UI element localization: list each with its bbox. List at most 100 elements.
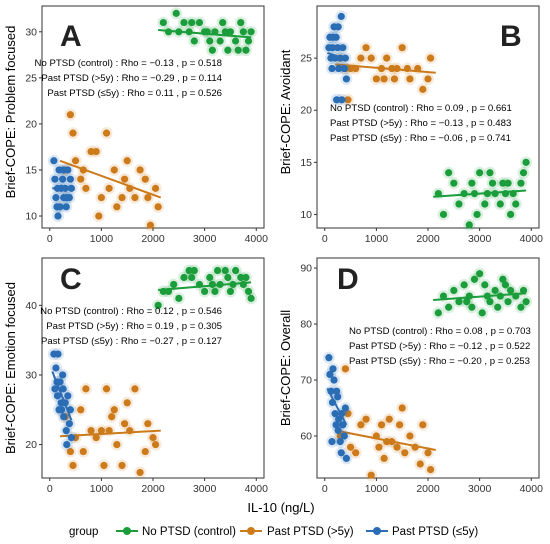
- data-point: [113, 440, 121, 449]
- x-tick-label: 2000: [416, 233, 440, 245]
- series-2: [322, 351, 353, 465]
- y-tick-label: 80: [300, 319, 312, 331]
- data-point: [52, 364, 60, 372]
- data-point: [92, 147, 100, 156]
- data-point: [159, 18, 167, 27]
- data-point: [87, 147, 95, 156]
- data-point: [450, 286, 458, 295]
- data-point: [470, 275, 479, 283]
- data-point: [519, 169, 528, 177]
- data-point: [333, 387, 341, 395]
- stat-annotation: Past PTSD (>5y) : Rho = 0.19 , p = 0.305: [46, 321, 222, 332]
- y-tick-label: 20: [25, 118, 37, 130]
- series-2: [47, 154, 78, 223]
- series-0: [157, 7, 258, 57]
- data-point: [488, 179, 497, 187]
- data-point: [481, 200, 489, 208]
- panel-b: 0 1000 2000 3000 4000 10 15 20 25 Brief-COPE: Avo…: [278, 5, 543, 245]
- data-point: [144, 420, 152, 428]
- data-point: [398, 404, 406, 412]
- data-point: [342, 454, 351, 463]
- data-point: [522, 158, 530, 166]
- data-point: [385, 415, 393, 423]
- data-point: [123, 157, 131, 165]
- panel-letter: A: [60, 20, 82, 53]
- data-point: [406, 75, 414, 83]
- legend-label-past-le5y: Past PTSD (≤5y): [392, 526, 478, 538]
- y-tick-label: 10: [300, 209, 312, 221]
- data-point: [105, 184, 113, 192]
- legend-item-control: No PTSD (control): [116, 526, 236, 538]
- y-tick-label: 15: [300, 157, 312, 169]
- data-point: [439, 292, 448, 300]
- data-point: [100, 461, 108, 470]
- x-tick-label: 4000: [245, 233, 269, 245]
- data-point: [64, 392, 72, 400]
- data-point: [97, 427, 105, 435]
- regression-line: [158, 281, 252, 292]
- data-point: [393, 443, 401, 451]
- data-point: [151, 184, 160, 192]
- data-point: [445, 303, 453, 311]
- data-point: [82, 385, 90, 393]
- data-point: [334, 44, 342, 52]
- data-point: [434, 309, 442, 317]
- data-point: [66, 175, 74, 183]
- data-point: [419, 85, 427, 93]
- series-0: [432, 156, 533, 231]
- regression-line: [433, 189, 527, 198]
- data-point: [460, 281, 468, 289]
- data-point: [237, 273, 245, 282]
- data-point: [426, 54, 435, 62]
- data-point: [450, 179, 458, 187]
- data-point: [77, 175, 85, 183]
- data-point: [504, 298, 512, 306]
- y-tick-label: 20: [25, 439, 37, 451]
- data-point: [79, 447, 87, 456]
- data-point: [244, 287, 253, 296]
- data-point: [336, 438, 344, 446]
- legend-item-past-le5y: Past PTSD (≤5y): [366, 526, 478, 538]
- data-point: [95, 212, 103, 220]
- data-point: [416, 460, 424, 468]
- stat-annotation: No PTSD (control) : Rho = 0.12 , p = 0.5…: [40, 306, 222, 317]
- data-point: [367, 54, 375, 62]
- data-point: [201, 287, 209, 296]
- data-point: [367, 471, 375, 479]
- data-point: [335, 64, 343, 73]
- data-point: [337, 449, 345, 457]
- data-point: [118, 194, 126, 202]
- regression-line: [51, 371, 73, 421]
- data-point: [335, 415, 343, 423]
- data-point: [463, 298, 471, 306]
- data-point: [357, 54, 365, 62]
- data-point: [329, 33, 337, 41]
- data-point: [190, 37, 198, 45]
- data-point: [375, 443, 383, 451]
- data-point: [62, 427, 70, 435]
- data-point: [232, 37, 240, 45]
- data-point: [226, 287, 235, 296]
- data-point: [507, 286, 515, 295]
- y-tick-label: 30: [25, 26, 37, 38]
- y-tick-label: 15: [25, 164, 37, 176]
- data-point: [380, 75, 388, 83]
- y-axis-label: Brief-COPE: Overall: [278, 310, 293, 426]
- data-point: [121, 175, 129, 183]
- data-point: [123, 399, 131, 407]
- y-axis-label: Brief-COPE: Avoidant: [278, 49, 293, 174]
- stat-annotation: Past PTSD (≤5y) : Rho = −0.06 , p = 0.74…: [330, 133, 511, 144]
- data-point: [59, 385, 67, 393]
- data-point: [59, 166, 67, 174]
- data-point: [362, 415, 370, 423]
- data-point: [71, 157, 80, 165]
- data-point: [226, 28, 235, 36]
- y-tick-label: 60: [300, 431, 312, 443]
- data-point: [247, 28, 255, 36]
- data-point: [141, 447, 149, 456]
- legend-marker-control: [123, 527, 131, 535]
- legend-marker-past-le5y: [373, 527, 381, 535]
- data-point: [92, 434, 100, 442]
- stat-annotation: Past PTSD (>5y) : Rho = −0.29 , p = 0.11…: [41, 73, 222, 84]
